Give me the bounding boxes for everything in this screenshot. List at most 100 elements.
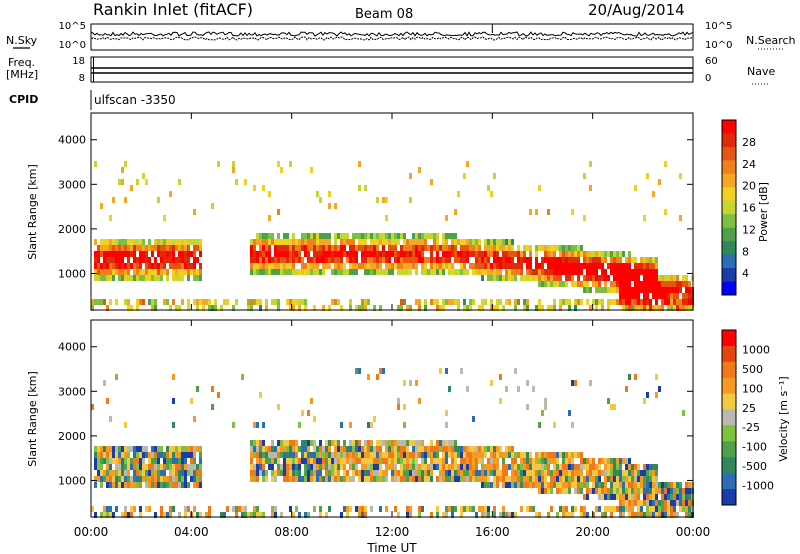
heatmap-cell <box>307 245 310 251</box>
heatmap-cell <box>115 257 118 263</box>
heatmap-cell <box>601 287 604 293</box>
heatmap-cell <box>289 257 292 263</box>
heatmap-cell <box>115 482 118 488</box>
heatmap-cell <box>418 470 421 476</box>
heatmap-cell <box>379 470 382 476</box>
heatmap-cell <box>373 233 376 239</box>
heatmap-cell <box>250 269 253 275</box>
heatmap-cell <box>604 458 607 464</box>
heatmap-cell <box>583 464 586 470</box>
heatmap-cell <box>355 458 358 464</box>
heatmap-cell <box>625 470 628 476</box>
heatmap-cell <box>385 269 388 275</box>
heatmap-cell <box>574 506 577 512</box>
heatmap-cell <box>145 470 148 476</box>
heatmap-cell <box>553 482 556 488</box>
heatmap-cell <box>349 458 352 464</box>
heatmap-cell <box>175 305 178 311</box>
heatmap-cell <box>634 185 637 191</box>
heatmap-cell <box>172 452 175 458</box>
heatmap-cell <box>685 275 688 281</box>
heatmap-cell <box>406 506 409 512</box>
heatmap-cell <box>163 245 166 251</box>
colorbar-swatch <box>722 268 736 283</box>
heatmap-cell <box>136 470 139 476</box>
heatmap-cell <box>655 305 658 311</box>
heatmap-cell <box>181 458 184 464</box>
heatmap-cell <box>316 233 319 239</box>
heatmap-cell <box>475 452 478 458</box>
heatmap-cell <box>613 482 616 488</box>
freq-panel-frame <box>90 56 694 83</box>
heatmap-cell <box>94 263 97 269</box>
heatmap-cell <box>370 506 373 512</box>
heatmap-cell <box>439 245 442 251</box>
heatmap-cell <box>586 494 589 500</box>
heatmap-cell <box>334 245 337 251</box>
heatmap-cell <box>457 269 460 275</box>
heatmap-cell <box>382 476 385 482</box>
heatmap-cell <box>652 500 655 506</box>
heatmap-cell <box>487 257 490 263</box>
heatmap-cell <box>397 257 400 263</box>
heatmap-cell <box>127 305 130 311</box>
heatmap-cell <box>346 470 349 476</box>
heatmap-cell <box>535 470 538 476</box>
heatmap-cell <box>577 476 580 482</box>
heatmap-cell <box>520 275 523 281</box>
heatmap-cell <box>586 512 589 518</box>
heatmap-cell <box>685 500 688 506</box>
heatmap-cell <box>334 257 337 263</box>
heatmap-cell <box>310 440 313 446</box>
heatmap-cell <box>607 275 610 281</box>
heatmap-cell <box>550 476 553 482</box>
heatmap-cell <box>118 470 121 476</box>
noise-sky-trace <box>90 31 694 37</box>
heatmap-cell <box>619 299 622 305</box>
heatmap-cell <box>286 263 289 269</box>
heatmap-cell <box>607 299 610 305</box>
heatmap-cell <box>313 440 316 446</box>
heatmap-cell <box>493 482 496 488</box>
heatmap-cell <box>250 470 253 476</box>
heatmap-cell <box>154 257 157 263</box>
heatmap-cell <box>535 251 538 257</box>
heatmap-cell <box>349 251 352 257</box>
heatmap-cell <box>454 251 457 257</box>
heatmap-cell <box>166 275 169 281</box>
heatmap-cell <box>487 464 490 470</box>
heatmap-cell <box>490 269 493 275</box>
heatmap-cell <box>124 251 127 257</box>
heatmap-cell <box>232 305 235 311</box>
heatmap-cell <box>349 476 352 482</box>
heatmap-cell <box>259 257 262 263</box>
heatmap-cell <box>598 275 601 281</box>
velocity-colorbar-label: Velocity [m s⁻¹] <box>777 376 790 461</box>
heatmap-cell <box>448 386 451 392</box>
heatmap-cell <box>187 239 190 245</box>
heatmap-cell <box>358 446 361 452</box>
heatmap-cell <box>568 464 571 470</box>
heatmap-cell <box>196 512 199 518</box>
heatmap-cell <box>397 239 400 245</box>
heatmap-cell <box>130 263 133 269</box>
nave-tick-high: 60 <box>705 56 718 67</box>
heatmap-cell <box>97 299 100 305</box>
heatmap-cell <box>304 239 307 245</box>
heatmap-cell <box>199 464 202 470</box>
heatmap-cell <box>622 305 625 311</box>
heatmap-cell <box>619 251 622 257</box>
heatmap-cell <box>265 233 268 239</box>
heatmap-cell <box>169 476 172 482</box>
heatmap-cell <box>379 452 382 458</box>
heatmap-cell <box>328 245 331 251</box>
heatmap-cell <box>409 380 412 386</box>
heatmap-cell <box>673 293 676 299</box>
heatmap-cell <box>688 293 691 299</box>
heatmap-cell <box>595 488 598 494</box>
heatmap-cell <box>325 251 328 257</box>
heatmap-cell <box>439 464 442 470</box>
heatmap-cell <box>496 263 499 269</box>
heatmap-cell <box>190 269 193 275</box>
heatmap-cell <box>190 398 193 404</box>
